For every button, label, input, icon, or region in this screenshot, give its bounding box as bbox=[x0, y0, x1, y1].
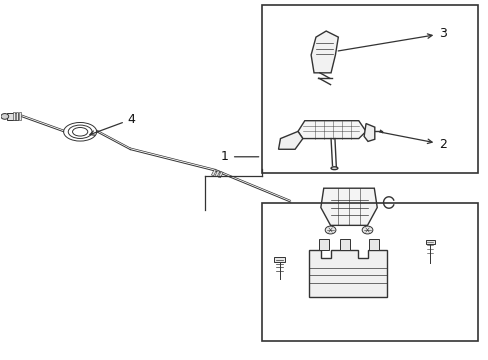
Bar bbox=[369, 239, 378, 250]
Bar bbox=[425, 240, 434, 244]
Text: 3: 3 bbox=[338, 27, 446, 51]
Circle shape bbox=[362, 226, 372, 234]
Bar bbox=[274, 257, 285, 262]
Bar bbox=[214, 171, 219, 177]
Polygon shape bbox=[310, 31, 338, 73]
Bar bbox=[16, 112, 19, 120]
Circle shape bbox=[1, 113, 9, 119]
Text: 2: 2 bbox=[379, 132, 446, 151]
Text: 1: 1 bbox=[221, 150, 258, 163]
Bar bbox=[261, 5, 477, 173]
Bar bbox=[318, 239, 328, 250]
Polygon shape bbox=[278, 131, 302, 149]
Polygon shape bbox=[364, 123, 374, 141]
Bar bbox=[211, 170, 216, 176]
Text: 4: 4 bbox=[90, 113, 135, 135]
Polygon shape bbox=[320, 188, 376, 225]
Polygon shape bbox=[308, 250, 386, 297]
Bar bbox=[340, 239, 349, 250]
Circle shape bbox=[325, 226, 335, 234]
Bar bbox=[218, 172, 223, 178]
Bar bbox=[7, 113, 19, 120]
Polygon shape bbox=[297, 121, 366, 139]
Ellipse shape bbox=[330, 167, 337, 170]
Bar bbox=[261, 203, 477, 341]
Bar bbox=[13, 112, 16, 120]
Bar bbox=[19, 112, 21, 120]
